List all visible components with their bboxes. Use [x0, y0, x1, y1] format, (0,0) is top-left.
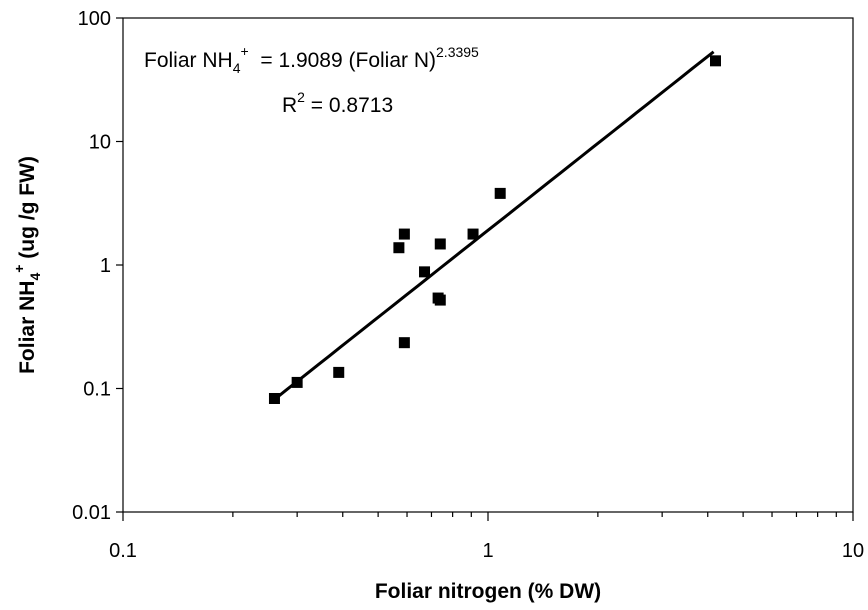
- data-point: [494, 187, 506, 199]
- data-point: [434, 238, 446, 250]
- data-point: [291, 376, 303, 388]
- data-point: [398, 228, 410, 240]
- data-point: [467, 228, 479, 240]
- y-axis-title: Foliar NH4+ (ug /g FW): [11, 156, 43, 374]
- data-point: [333, 366, 345, 378]
- plot-frame: [122, 17, 854, 513]
- x-axis-title: Foliar nitrogen (% DW): [375, 580, 601, 603]
- equation-annotation: Foliar NH4+ = 1.9089 (Foliar N)2.3395: [144, 43, 479, 76]
- equation-lhs: Foliar NH: [144, 49, 233, 72]
- data-point: [398, 337, 410, 349]
- data-point: [268, 392, 280, 404]
- x-axis-tick-labels: 0.1 1 10: [109, 540, 864, 562]
- r-squared-annotation: R2 = 0.8713: [282, 89, 393, 117]
- plot-area: [122, 17, 854, 513]
- data-points: [268, 55, 721, 404]
- y-tick-label: 0.01: [72, 502, 111, 524]
- y-axis-title-sup: +: [11, 265, 27, 273]
- equation-sub: 4: [233, 60, 241, 76]
- data-point: [709, 55, 721, 67]
- y-axis-title-sub: 4: [27, 273, 43, 281]
- equation-exponent: 2.3395: [436, 44, 479, 60]
- r2-sup: 2: [297, 89, 305, 105]
- y-tick-label: 0.1: [83, 379, 111, 401]
- r2-rest: = 0.8713: [305, 94, 393, 117]
- data-point: [393, 242, 405, 254]
- y-tick-label: 10: [89, 132, 111, 154]
- r2-base: R: [282, 94, 297, 117]
- equation-mid: = 1.9089 (Foliar N): [249, 49, 436, 72]
- data-point: [419, 266, 431, 278]
- x-tick-label: 0.1: [109, 540, 137, 562]
- data-point: [434, 294, 446, 306]
- x-tick-label: 10: [842, 540, 864, 562]
- y-tick-label: 100: [78, 8, 111, 30]
- x-tick-label: 1: [482, 540, 493, 562]
- y-axis-tick-labels: 0.01 0.1 1 10 100: [72, 8, 111, 524]
- equation-sup: +: [240, 43, 248, 59]
- y-tick-label: 1: [100, 255, 111, 277]
- y-axis-title-main: Foliar NH: [16, 281, 39, 374]
- x-axis-ticks: [122, 512, 854, 521]
- trendline: [273, 50, 715, 401]
- y-axis-ticks: [116, 17, 123, 513]
- y-axis-title-rest: (ug /g FW): [16, 156, 39, 264]
